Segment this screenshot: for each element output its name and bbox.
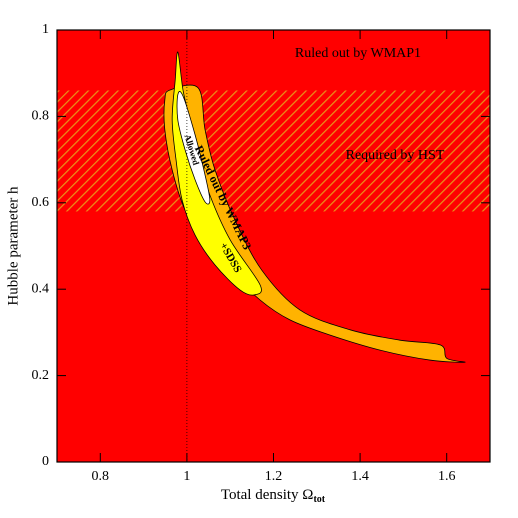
annotation: Ruled out by WMAP1 [295, 46, 421, 61]
y-axis-label: Hubble parameter h [5, 186, 21, 306]
x-tick-label: 1.6 [438, 469, 456, 484]
y-tick-label: 0.4 [32, 281, 50, 296]
contour-region [176, 91, 211, 205]
y-tick-label: 0.2 [32, 368, 50, 383]
x-tick-label: 1.4 [351, 469, 369, 484]
y-tick-label: 0 [42, 454, 49, 469]
x-axis-label: Total density Ωtot [221, 487, 326, 505]
x-tick-label: 0.8 [92, 469, 110, 484]
y-tick-label: 0.8 [32, 109, 50, 124]
y-tick-label: 1 [42, 22, 49, 37]
y-tick-label: 0.6 [32, 195, 50, 210]
x-axis-label-text: Total density Ω [221, 487, 314, 503]
x-tick-label: 1 [183, 469, 190, 484]
hatched-band [57, 90, 490, 212]
annotation: Required by HST [346, 148, 445, 163]
x-tick-label: 1.2 [265, 469, 283, 484]
x-axis-label-subscript: tot [313, 494, 325, 505]
